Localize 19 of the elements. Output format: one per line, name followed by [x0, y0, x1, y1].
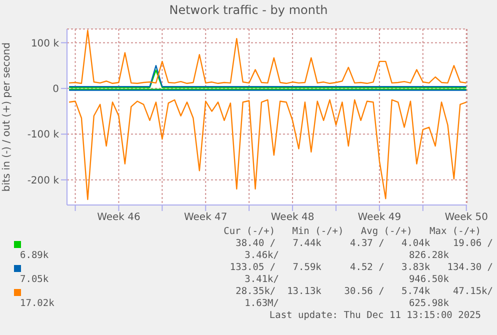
text: 38.40 / 7.44k 4.37 / 4.04k 19.06 / [234, 238, 494, 250]
x-tick-label: Week 47 [184, 212, 228, 224]
chart-title: Network traffic - by month [168, 3, 329, 17]
y-axis-title: bits in (-) / out (+) per second [2, 42, 13, 192]
y-tick-label: -100 k [27, 130, 60, 141]
x-tick-label: Week 49 [358, 212, 402, 224]
x-tick-label: Week 48 [270, 212, 314, 224]
y-tick-label: 0 [52, 84, 59, 95]
text: Cur (-/+) Min (-/+) Avg (-/+) Max (-/+) [222, 226, 482, 238]
text: 7.05k 3.41k/ 946.50k [20, 274, 449, 285]
y-tick-label: 100 k [30, 38, 60, 50]
text: 28.35k/ 13.13k 30.56 / 5.74k 47.15k/ [234, 286, 494, 298]
text: Last update: Thu Dec 11 13:15:00 2025 [268, 310, 482, 322]
text: 6.89k 3.46k/ 826.28k [20, 250, 449, 261]
x-tick-label: Week 46 [97, 212, 140, 224]
y-tick-label: -200 k [27, 175, 60, 186]
text: 17.02k 1.63M/ 625.98k [20, 298, 449, 309]
text: 133.05 / 7.59k 4.52 / 3.83k 134.30 / [228, 262, 494, 274]
x-tick-label: Week 50 [444, 212, 488, 224]
